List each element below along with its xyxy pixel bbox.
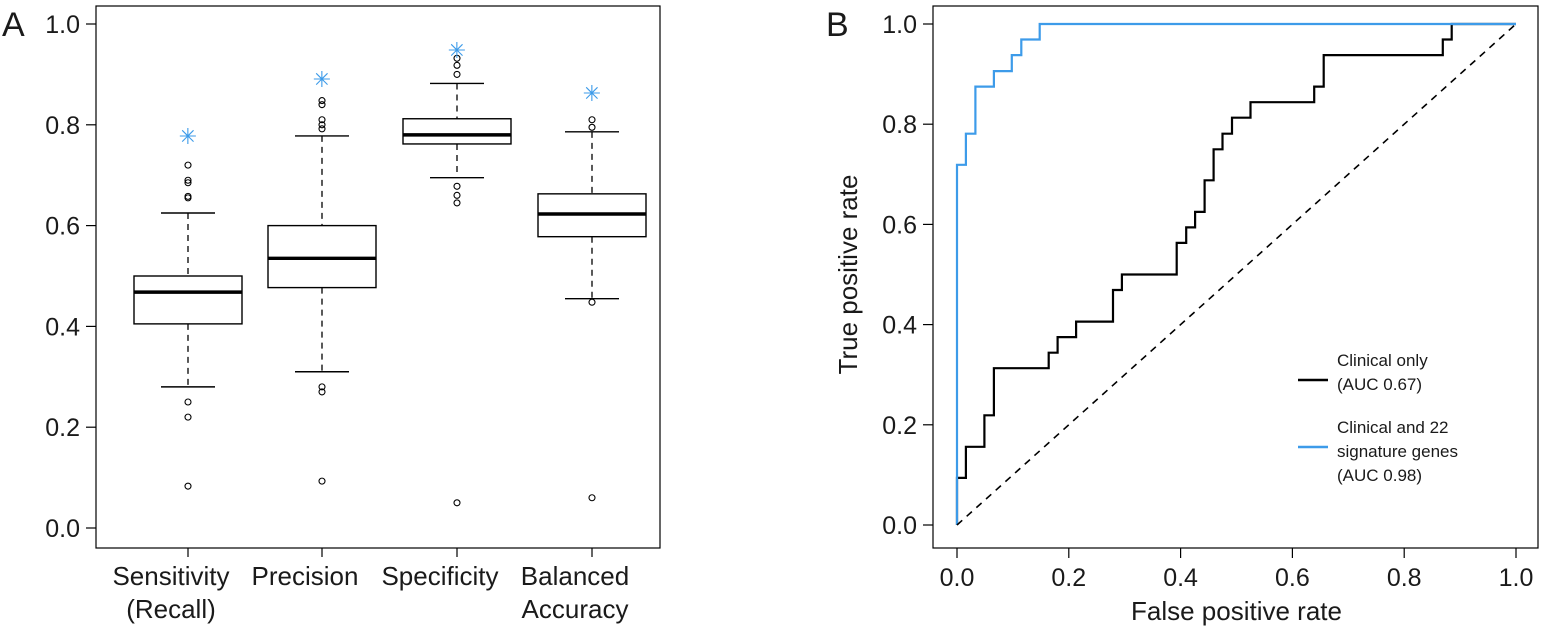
outlier-point: [588, 116, 596, 124]
x-category-label-line: Specificity: [381, 561, 498, 591]
outlier-point: [318, 121, 326, 129]
x-category-label-a: Precision: [252, 561, 359, 591]
y-tick-label-a: 0.0: [45, 515, 80, 543]
outlier-point: [453, 499, 461, 507]
y-tick-label-a: 0.6: [45, 213, 80, 241]
x-category-label-a: Sensitivity (Recall): [112, 561, 229, 624]
y-tick-label-b: 0.4: [882, 312, 917, 340]
asterisk-marker: ✳: [313, 67, 331, 92]
x-tick-label-b: 0.0: [940, 564, 975, 592]
y-tick-label-b: 1.0: [882, 11, 917, 39]
outlier-point: [453, 54, 461, 62]
y-tick-label-b: 0.6: [882, 211, 917, 239]
plot-frame-b: [932, 5, 1539, 549]
outlier-point: [453, 182, 461, 190]
outlier-point: [184, 413, 192, 421]
y-tick-label-b: 0.8: [882, 111, 917, 139]
outlier-point: [184, 176, 192, 184]
legend-entry-text: (AUC 0.98): [1337, 466, 1422, 485]
x-axis-title: False positive rate: [1131, 596, 1342, 626]
reference-diagonal: [956, 23, 1517, 526]
y-tick-label-a: 1.0: [45, 11, 80, 39]
y-tick-label-a: 0.4: [45, 313, 80, 341]
panel-label-b: B: [826, 6, 849, 44]
x-tick-label-b: 0.2: [1051, 564, 1086, 592]
x-tick-label-b: 0.8: [1387, 564, 1422, 592]
outlier-point: [318, 477, 326, 485]
x-category-label-line: Accuracy: [522, 594, 629, 624]
outlier-point: [453, 191, 461, 199]
y-tick-label-a: 0.2: [45, 414, 80, 442]
y-tick-label-a: 0.8: [45, 112, 80, 140]
asterisk-marker: ✳: [583, 81, 601, 106]
outlier-point: [318, 388, 326, 396]
asterisk-marker: ✳: [179, 124, 197, 149]
outlier-point: [184, 161, 192, 169]
outlier-point: [588, 494, 596, 502]
y-axis-title: True positive rate: [833, 175, 863, 375]
outlier-point: [453, 199, 461, 207]
outlier-point: [184, 179, 192, 187]
legend-entry-text: Clinical only: [1337, 351, 1428, 370]
x-tick-label-b: 0.4: [1163, 564, 1198, 592]
box-iqr: [402, 118, 512, 145]
roc-curve: [955, 22, 1516, 525]
panel-label-a: A: [2, 6, 25, 44]
x-category-label-a: Specificity: [381, 561, 498, 591]
legend-entry-text: Clinical and 22: [1337, 418, 1449, 437]
outlier-point: [588, 123, 596, 131]
outlier-point: [453, 61, 461, 69]
y-tick-label-b: 0.0: [882, 512, 917, 540]
outlier-point: [318, 383, 326, 391]
legend-entry-text: (AUC 0.67): [1337, 375, 1422, 394]
plot-frame-a: [95, 5, 661, 549]
x-tick-label-b: 0.6: [1275, 564, 1310, 592]
outlier-point: [318, 97, 326, 105]
x-category-label-line: (Recall): [126, 594, 216, 624]
outlier-point: [318, 125, 326, 133]
box-iqr: [133, 275, 243, 325]
outlier-point: [318, 101, 326, 109]
x-category-label-line: Precision: [252, 561, 359, 591]
outlier-point: [588, 298, 596, 306]
outlier-point: [453, 70, 461, 78]
x-tick-label-b: 1.0: [1499, 564, 1534, 592]
x-category-label-line: Balanced: [521, 561, 629, 591]
outlier-point: [318, 116, 326, 124]
outlier-point: [184, 398, 192, 406]
asterisk-marker: ✳: [448, 38, 466, 63]
outlier-point: [184, 482, 192, 490]
legend-entry-text: signature genes: [1337, 442, 1458, 461]
outlier-point: [184, 194, 192, 202]
box-iqr: [267, 224, 377, 289]
x-category-label-line: Sensitivity: [112, 561, 229, 591]
y-tick-label-b: 0.2: [882, 412, 917, 440]
roc-curve: [955, 22, 1516, 525]
x-category-label-a: Balanced Accuracy: [521, 561, 629, 624]
